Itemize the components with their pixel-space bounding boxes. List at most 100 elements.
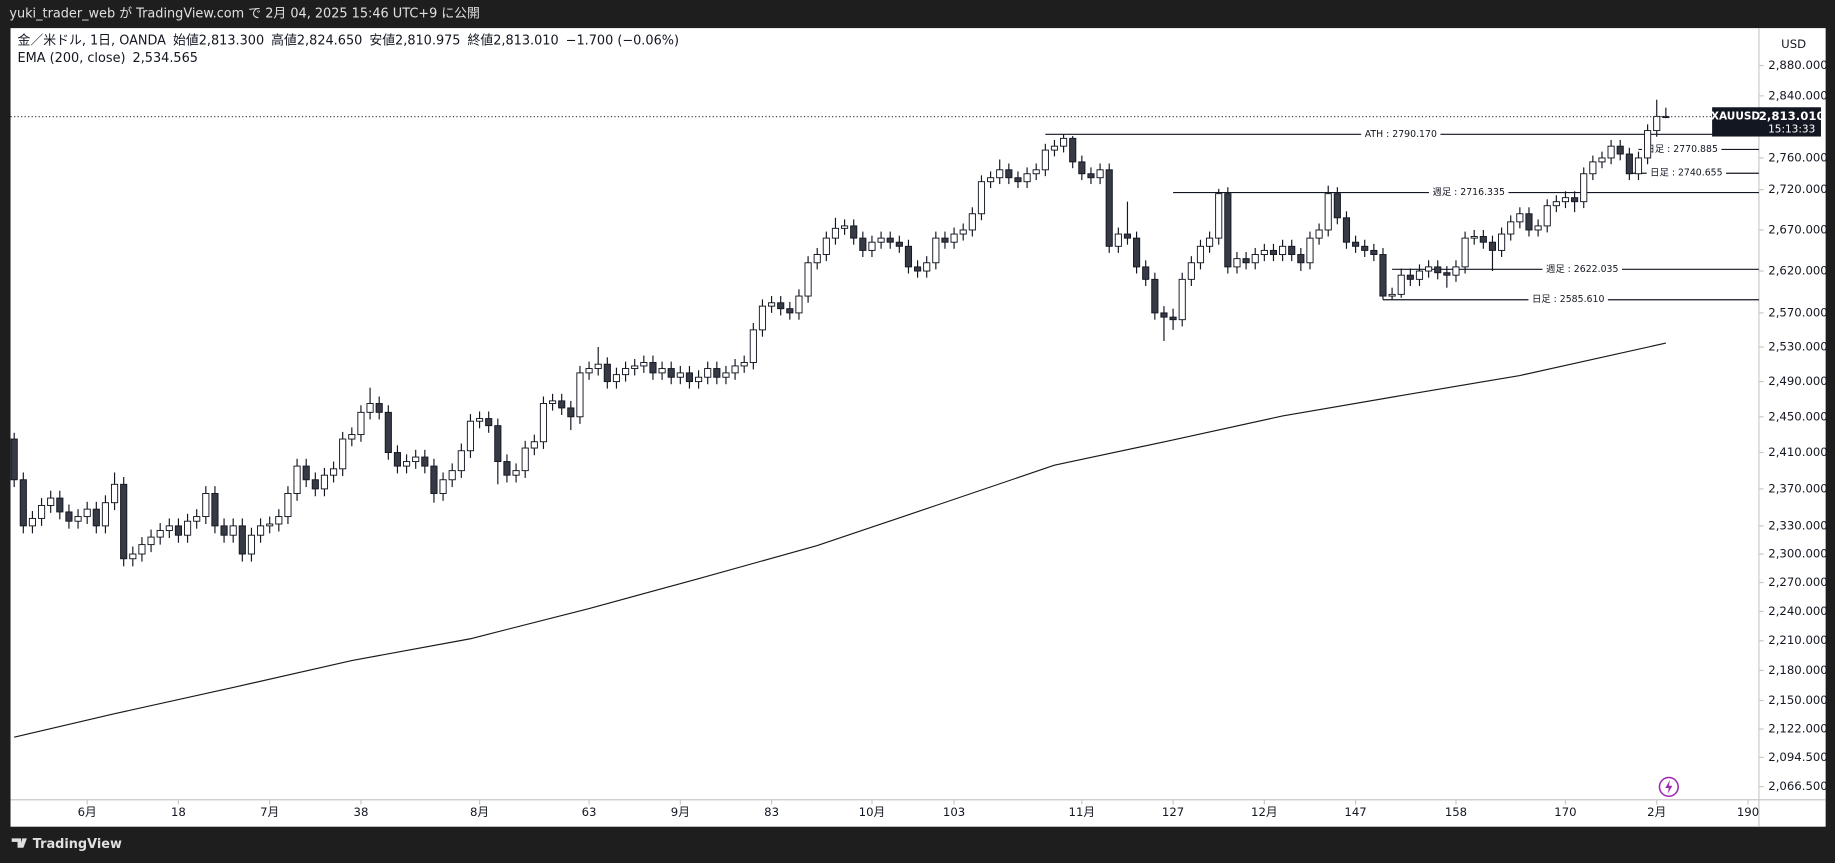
candle-body bbox=[1516, 213, 1524, 223]
candle-body bbox=[1452, 266, 1460, 276]
candle-body bbox=[1069, 137, 1077, 163]
candle-body bbox=[722, 372, 730, 378]
x-tick-label: 38 bbox=[354, 805, 369, 819]
ema-legend-name: EMA (200, close) bbox=[18, 51, 126, 66]
candle-body bbox=[1060, 137, 1068, 147]
candle-body bbox=[868, 241, 876, 251]
candle-body bbox=[676, 372, 684, 378]
candle-body bbox=[950, 233, 958, 243]
alert-icon-bolt bbox=[1665, 779, 1673, 794]
level-label-bg bbox=[1428, 186, 1509, 199]
candle-body bbox=[1552, 201, 1560, 207]
x-tick-label: 7月 bbox=[260, 805, 279, 819]
x-tick-label: 2月 bbox=[1647, 805, 1666, 819]
candle-body bbox=[996, 169, 1004, 179]
x-tick-label: 9月 bbox=[671, 805, 690, 819]
y-tick-label: 2,530.000 bbox=[1768, 339, 1827, 353]
candle-body bbox=[10, 438, 18, 481]
candle-body bbox=[402, 461, 411, 467]
level-label-bg bbox=[1528, 293, 1608, 306]
candle-body bbox=[576, 372, 584, 418]
candle-body bbox=[631, 365, 639, 370]
x-tick-label: 103 bbox=[943, 805, 965, 819]
legend-item: 始値2,813.300 bbox=[173, 32, 264, 48]
y-tick-label: 2,490.000 bbox=[1768, 374, 1827, 388]
candle-body bbox=[138, 544, 146, 555]
candle-body bbox=[1269, 249, 1278, 255]
candle-body bbox=[1461, 237, 1469, 268]
x-tick-label: 6月 bbox=[78, 805, 97, 819]
candle-body bbox=[476, 418, 484, 422]
candle-body bbox=[220, 525, 228, 536]
level-label: 日足 : 2740.655 bbox=[1650, 168, 1723, 179]
candle-body bbox=[941, 237, 949, 243]
candle-body bbox=[65, 511, 73, 522]
candle-body bbox=[1561, 197, 1570, 203]
candle-body bbox=[713, 368, 721, 378]
candle-body bbox=[1142, 266, 1150, 280]
candle-body bbox=[1625, 153, 1633, 175]
y-tick-label: 2,150.000 bbox=[1768, 693, 1827, 707]
candle-body bbox=[384, 411, 392, 454]
candle-body bbox=[886, 237, 894, 243]
candle-body bbox=[1050, 145, 1059, 151]
candle-body bbox=[521, 447, 529, 472]
candle-body bbox=[831, 227, 840, 239]
x-tick-label: 83 bbox=[764, 805, 779, 819]
level-label: 週足 : 2622.035 bbox=[1546, 263, 1619, 275]
candle-body bbox=[612, 374, 621, 383]
candle-body bbox=[1534, 225, 1542, 231]
candle-body bbox=[1324, 193, 1332, 231]
x-tick-label: 127 bbox=[1162, 805, 1184, 819]
y-tick-label: 2,122.000 bbox=[1768, 722, 1827, 736]
candle-body bbox=[1260, 249, 1268, 255]
candle-body bbox=[1333, 193, 1341, 219]
candle-body bbox=[1507, 221, 1515, 235]
candle-body bbox=[165, 525, 173, 532]
y-tick-label: 2,760.000 bbox=[1768, 150, 1827, 164]
candle-body bbox=[1151, 278, 1159, 314]
candle-body bbox=[1178, 278, 1186, 321]
candle-body bbox=[1361, 245, 1369, 251]
candle-body bbox=[777, 302, 785, 310]
y-tick-label: 2,180.000 bbox=[1768, 663, 1827, 677]
candle-body bbox=[183, 520, 192, 536]
level-label: ATH : 2790.170 bbox=[1365, 129, 1437, 140]
x-tick-label: 10月 bbox=[859, 805, 886, 819]
candle-body bbox=[1662, 115, 1670, 119]
ema-line bbox=[14, 342, 1667, 738]
brand-logo bbox=[11, 838, 27, 848]
candle-body bbox=[348, 434, 356, 440]
candle-body bbox=[202, 493, 210, 518]
candle-body bbox=[658, 368, 666, 374]
candle-body bbox=[768, 302, 776, 307]
candle-body bbox=[1306, 237, 1314, 264]
candle-body bbox=[877, 237, 885, 243]
candle-body bbox=[1242, 258, 1250, 264]
candle-body bbox=[558, 400, 566, 409]
candle-body bbox=[977, 181, 986, 215]
y-tick-label: 2,670.000 bbox=[1768, 222, 1827, 236]
candle-body bbox=[987, 177, 995, 183]
y-tick-label: 2,620.000 bbox=[1768, 264, 1827, 278]
brand: TradingView bbox=[33, 837, 122, 852]
candle-body bbox=[685, 372, 694, 383]
alert-icon[interactable] bbox=[1658, 776, 1679, 798]
candle-body bbox=[485, 418, 493, 427]
candle-body bbox=[448, 470, 456, 481]
candle-body bbox=[110, 483, 119, 504]
candle-body bbox=[1415, 270, 1424, 280]
price-label-box bbox=[1712, 107, 1821, 137]
candle-body bbox=[1297, 254, 1305, 264]
candle-body bbox=[1525, 213, 1533, 231]
candle-body bbox=[786, 308, 794, 314]
candle-body bbox=[1571, 197, 1579, 203]
candle-body bbox=[914, 266, 922, 272]
y-tick-label: 2,270.000 bbox=[1768, 575, 1827, 589]
level-label: 日足 : 2585.610 bbox=[1532, 294, 1605, 305]
candle-body bbox=[640, 362, 648, 367]
candle-body bbox=[813, 254, 821, 264]
publish-info: yuki_trader_web が TradingView.com で 2月 0… bbox=[9, 7, 480, 22]
candle-body bbox=[512, 470, 520, 476]
candle-body bbox=[1543, 205, 1551, 227]
